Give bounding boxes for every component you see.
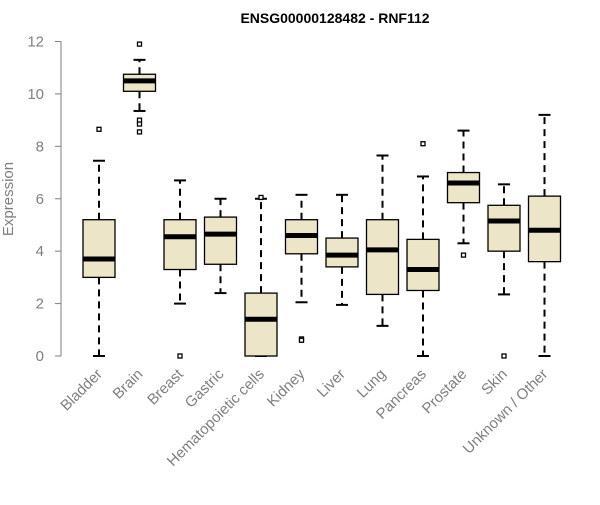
x-tick-label: Liver: [314, 366, 349, 401]
x-tick-label: Skin: [478, 366, 511, 399]
y-tick-label: 12: [27, 34, 44, 51]
box-iqr: [325, 237, 359, 268]
x-tick-label: Bladder: [57, 366, 106, 415]
box-group: [244, 194, 278, 357]
box-group: [446, 129, 481, 258]
outlier-point: [298, 337, 305, 343]
outlier-point: [420, 141, 426, 147]
y-tick-label: 0: [36, 348, 44, 365]
box-group: [203, 197, 238, 295]
box-iqr: [82, 219, 116, 279]
box-group: [325, 193, 359, 306]
box-group: [527, 113, 562, 357]
box-iqr: [244, 292, 278, 357]
y-tick-label: 10: [27, 86, 44, 103]
outlier-point: [258, 194, 264, 201]
box-group: [82, 126, 116, 357]
y-axis-label: Expression: [0, 162, 17, 236]
outlier-point: [136, 121, 143, 127]
x-tick-label: Breast: [144, 365, 187, 408]
x-tick-label: Kidney: [264, 365, 309, 410]
box-group: [284, 193, 319, 343]
y-tick-label: 8: [36, 138, 44, 155]
y-tick-label: 6: [36, 191, 44, 208]
box-group: [487, 183, 521, 359]
box-group: [122, 41, 157, 135]
box-group: [365, 154, 400, 327]
box-iqr: [163, 219, 197, 271]
x-tick-label: Brain: [110, 366, 147, 403]
outlier-point: [501, 353, 507, 359]
box-iqr: [487, 204, 521, 252]
box-iqr: [446, 171, 481, 204]
outlier-point: [136, 41, 143, 47]
outlier-point: [136, 129, 143, 135]
chart-title: ENSG00000128482 - RNF112: [240, 10, 429, 26]
outlier-point: [96, 126, 102, 132]
box-group: [406, 141, 440, 357]
boxes-layer: [82, 41, 562, 359]
y-tick-label: 4: [36, 243, 44, 260]
box-iqr: [203, 216, 238, 265]
y-tick-label: 2: [36, 296, 44, 313]
box-group: [163, 179, 197, 359]
x-tick-label: Lung: [354, 366, 390, 402]
box-iqr: [365, 219, 400, 296]
box-iqr: [406, 238, 440, 292]
outlier-point: [460, 252, 467, 258]
x-tick-label: Prostate: [419, 366, 471, 418]
outlier-point: [177, 353, 183, 359]
